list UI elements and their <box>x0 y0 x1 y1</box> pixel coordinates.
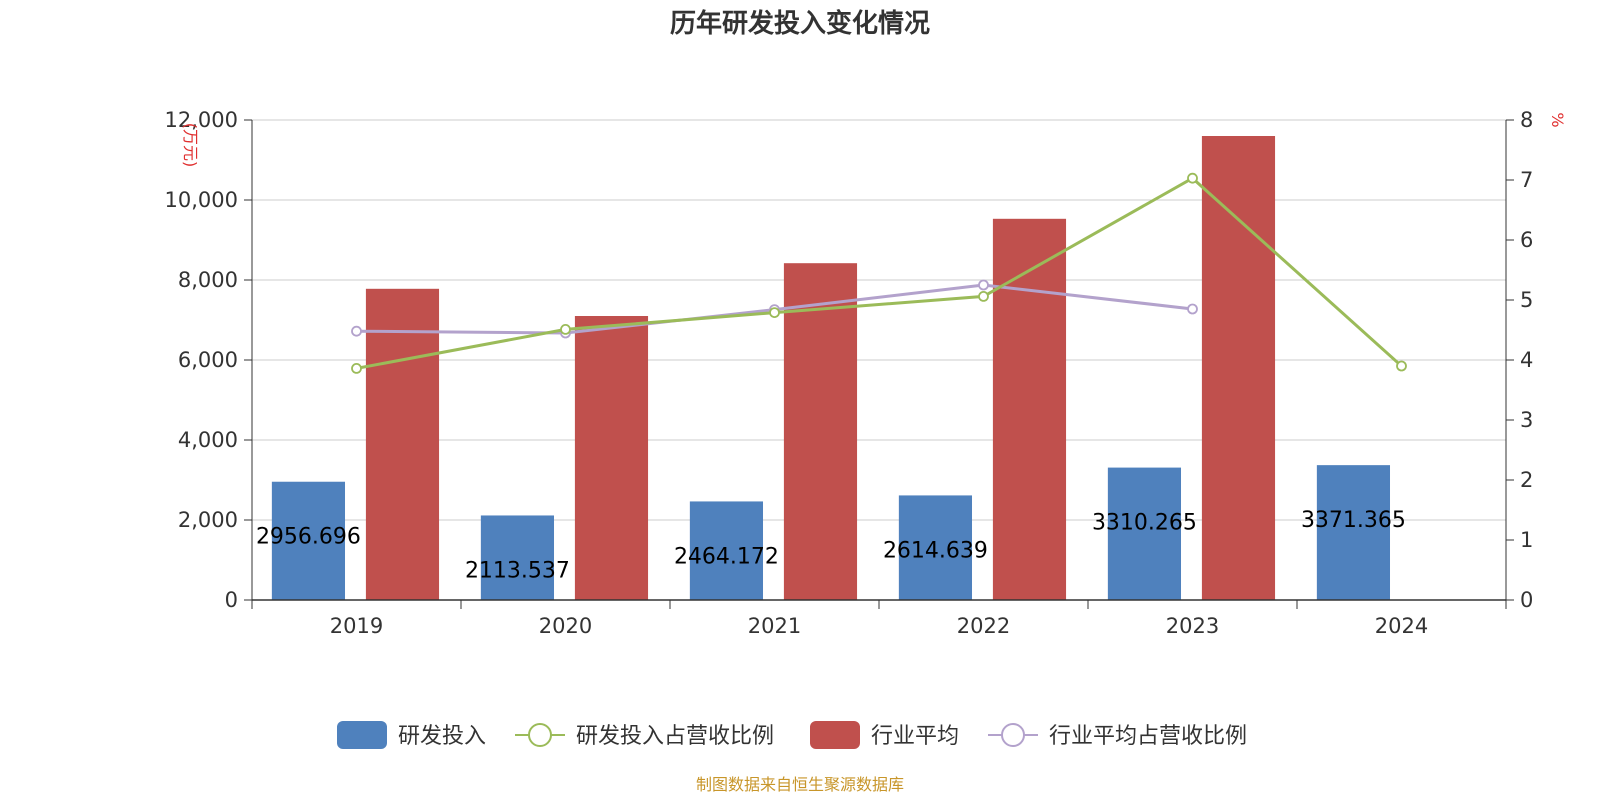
industry-ratio-point <box>978 279 989 291</box>
legend-item[interactable]: 行业平均占营收比例 <box>988 723 1247 749</box>
y-left-tick-label: 12,000 <box>165 108 238 132</box>
y-left-tick-label: 0 <box>225 588 238 612</box>
data-label-rd: 3371.365 <box>1301 508 1406 533</box>
y-right-tick-label: 8 <box>1520 108 1533 132</box>
bar-rd <box>898 495 973 600</box>
bar-industry <box>992 218 1067 601</box>
y-right-tick-label: 7 <box>1520 168 1533 192</box>
legend-item[interactable]: 研发投入 <box>337 721 486 749</box>
y-right-tick-label: 3 <box>1520 408 1533 432</box>
bar-industry <box>365 288 440 600</box>
legend-label: 研发投入 <box>398 724 486 749</box>
bar-industry <box>574 316 649 600</box>
legend-item[interactable]: 研发投入占营收比例 <box>515 723 774 749</box>
y-left-tick-label: 8,000 <box>178 268 238 292</box>
rd-ratio-line <box>356 176 1403 370</box>
data-label-rd: 2464.172 <box>674 544 779 569</box>
x-tick-label: 2020 <box>539 614 592 638</box>
legend[interactable]: 研发投入 研发投入占营收比例 行业平均 行业平均占营收比例 <box>337 721 1247 749</box>
bar-industry <box>783 263 858 600</box>
axes: 0 2,000 4,000 6,000 8,000 10,000 12,000 0 1 2 3 4 5 6… <box>165 108 1534 638</box>
x-tick-label: 2023 <box>1166 614 1219 638</box>
y-right-unit: % <box>1548 112 1567 127</box>
industry-ratio-point <box>1187 303 1198 315</box>
lines <box>351 172 1407 374</box>
y-left-tick-label: 4,000 <box>178 428 238 452</box>
legend-label: 研发投入占营收比例 <box>576 724 774 749</box>
rd-ratio-point <box>560 323 571 335</box>
x-tick-label: 2019 <box>330 614 383 638</box>
legend-marker <box>528 723 552 747</box>
legend-bar-swatch <box>810 721 860 749</box>
x-tick-label: 2021 <box>748 614 801 638</box>
rd-ratio-point <box>978 290 989 302</box>
bar-rd <box>689 501 764 600</box>
y-right-tick-label: 5 <box>1520 288 1533 312</box>
y-left-tick-label: 6,000 <box>178 348 238 372</box>
legend-label: 行业平均 <box>871 724 959 749</box>
bar-rd <box>271 481 346 600</box>
y-right-tick-label: 2 <box>1520 468 1533 492</box>
data-label-rd: 2113.537 <box>465 558 570 583</box>
y-right-tick-label: 0 <box>1520 588 1533 612</box>
y-left-unit: (万元) <box>181 123 200 168</box>
legend-item[interactable]: 行业平均 <box>810 721 959 749</box>
y-right-tick-label: 4 <box>1520 348 1533 372</box>
rd-ratio-point <box>769 307 780 319</box>
bars <box>271 136 1391 601</box>
data-label-rd: 2614.639 <box>883 538 988 563</box>
industry-ratio-point <box>351 325 362 337</box>
y-right-tick-label: 6 <box>1520 228 1533 252</box>
y-left-tick-label: 2,000 <box>178 508 238 532</box>
data-labels: 2956.696 2113.537 2464.172 2614.639 3310.265… <box>256 508 1406 583</box>
bar-rd <box>1107 467 1182 600</box>
y-left-tick-label: 10,000 <box>165 188 238 212</box>
data-label-rd: 3310.265 <box>1092 511 1197 536</box>
chart-title: 历年研发投入变化情况 <box>670 8 930 39</box>
rd-ratio-point <box>351 362 362 374</box>
y-right-tick-label: 1 <box>1520 528 1533 552</box>
rd-ratio-point <box>1396 360 1407 372</box>
source-note: 制图数据来自恒生聚源数据库 <box>696 775 904 794</box>
legend-label: 行业平均占营收比例 <box>1049 724 1247 749</box>
legend-bar-swatch <box>337 721 387 749</box>
data-label-rd: 2956.696 <box>256 525 361 550</box>
x-tick-label: 2022 <box>957 614 1010 638</box>
legend-marker <box>1001 723 1025 747</box>
bar-industry <box>1201 136 1276 600</box>
bar-rd <box>1316 465 1391 600</box>
grid-lines <box>252 119 1506 521</box>
x-tick-label: 2024 <box>1375 614 1428 638</box>
rd-ratio-point <box>1187 172 1198 184</box>
bar-rd <box>480 515 555 600</box>
